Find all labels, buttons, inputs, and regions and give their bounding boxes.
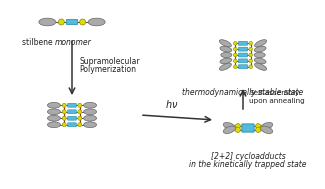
FancyBboxPatch shape xyxy=(239,47,248,51)
Text: Polymerization: Polymerization xyxy=(79,66,136,74)
Ellipse shape xyxy=(219,40,231,47)
Circle shape xyxy=(233,59,237,63)
FancyBboxPatch shape xyxy=(239,65,248,69)
Ellipse shape xyxy=(47,102,60,108)
Text: upon annealing: upon annealing xyxy=(249,98,305,104)
Ellipse shape xyxy=(84,122,97,128)
Circle shape xyxy=(80,19,85,25)
Circle shape xyxy=(78,123,82,127)
Ellipse shape xyxy=(254,58,266,64)
Ellipse shape xyxy=(220,46,232,52)
Circle shape xyxy=(78,110,82,114)
Ellipse shape xyxy=(47,122,60,128)
FancyBboxPatch shape xyxy=(68,116,76,120)
Circle shape xyxy=(78,116,82,120)
Circle shape xyxy=(255,124,261,129)
Ellipse shape xyxy=(84,109,97,115)
Circle shape xyxy=(249,65,253,69)
Ellipse shape xyxy=(219,63,231,70)
Circle shape xyxy=(62,103,66,107)
Ellipse shape xyxy=(223,122,236,130)
Text: Supramolecular: Supramolecular xyxy=(79,57,140,67)
Circle shape xyxy=(235,127,240,132)
Ellipse shape xyxy=(84,115,97,121)
Ellipse shape xyxy=(254,40,266,47)
Ellipse shape xyxy=(223,126,236,133)
Ellipse shape xyxy=(254,52,265,58)
FancyBboxPatch shape xyxy=(66,19,78,25)
Text: stilbene: stilbene xyxy=(22,38,55,47)
Circle shape xyxy=(233,47,237,51)
Ellipse shape xyxy=(254,46,266,52)
Circle shape xyxy=(233,53,237,57)
Circle shape xyxy=(249,53,253,57)
Circle shape xyxy=(233,65,237,69)
Circle shape xyxy=(249,47,253,51)
FancyBboxPatch shape xyxy=(239,41,248,45)
Ellipse shape xyxy=(220,58,232,64)
Circle shape xyxy=(255,127,261,132)
Text: $h\nu$: $h\nu$ xyxy=(165,98,179,110)
FancyBboxPatch shape xyxy=(239,59,248,63)
Circle shape xyxy=(233,41,237,45)
FancyBboxPatch shape xyxy=(242,124,254,132)
Ellipse shape xyxy=(260,126,273,133)
Text: thermodynamically stable state: thermodynamically stable state xyxy=(182,88,304,97)
Ellipse shape xyxy=(221,52,232,58)
FancyBboxPatch shape xyxy=(68,103,76,107)
Text: [2+2] cycloadducts: [2+2] cycloadducts xyxy=(211,152,285,161)
Ellipse shape xyxy=(47,115,60,121)
Text: monomer: monomer xyxy=(55,38,92,47)
Circle shape xyxy=(235,124,240,129)
Text: Self-assembly: Self-assembly xyxy=(249,90,299,96)
Circle shape xyxy=(249,41,253,45)
Ellipse shape xyxy=(254,63,266,70)
FancyBboxPatch shape xyxy=(68,110,76,114)
Circle shape xyxy=(62,116,66,120)
Circle shape xyxy=(249,59,253,63)
FancyBboxPatch shape xyxy=(239,53,248,57)
Ellipse shape xyxy=(47,109,60,115)
Circle shape xyxy=(58,19,64,25)
Ellipse shape xyxy=(84,102,97,108)
Circle shape xyxy=(62,123,66,127)
Ellipse shape xyxy=(88,18,105,26)
Circle shape xyxy=(62,110,66,114)
Circle shape xyxy=(78,103,82,107)
FancyBboxPatch shape xyxy=(68,123,76,127)
Text: in the kinetically trapped state: in the kinetically trapped state xyxy=(189,160,307,169)
Ellipse shape xyxy=(39,18,56,26)
Ellipse shape xyxy=(260,122,273,130)
